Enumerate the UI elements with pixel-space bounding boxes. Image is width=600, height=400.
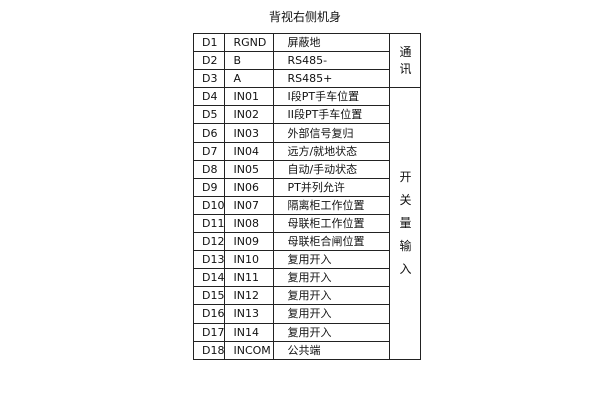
signal-description: I段PT手车位置 xyxy=(273,87,391,107)
terminal-id: D12 xyxy=(192,232,226,252)
terminal-table: D1 RGND 屏蔽地 通讯 D2 B RS485- D3 A RS485+ D4 IN01 I段PT手… xyxy=(192,32,422,360)
signal-description: 屏蔽地 xyxy=(273,32,391,53)
page-title: 背视右侧机身 xyxy=(268,10,341,24)
terminal-id: D9 xyxy=(192,177,226,197)
signal-description: 自动/手动状态 xyxy=(273,159,391,179)
signal-description: 复用开入 xyxy=(273,286,391,306)
terminal-id: D1 xyxy=(192,32,226,53)
table-row: D10 IN07 隔离柜工作位置 xyxy=(192,195,421,215)
table-row: D9 IN06 PT并列允许 xyxy=(192,177,421,197)
signal-description: 母联柜工作位置 xyxy=(273,213,391,234)
signal-code: IN13 xyxy=(224,304,275,324)
signal-code: RGND xyxy=(224,32,275,53)
table-row: D15 IN12 复用开入 xyxy=(192,286,421,306)
table-row: D1 RGND 屏蔽地 通讯 xyxy=(192,32,422,89)
table-row: D2 B RS485- xyxy=(192,51,421,71)
signal-code: IN11 xyxy=(224,268,275,288)
terminal-id: D4 xyxy=(192,87,226,107)
signal-code: A xyxy=(224,69,275,89)
terminal-id: D16 xyxy=(192,304,226,324)
signal-code: IN14 xyxy=(224,322,275,342)
terminal-id: D18 xyxy=(192,340,226,360)
terminal-id: D5 xyxy=(192,105,226,125)
signal-description: 母联柜合闸位置 xyxy=(273,232,391,252)
signal-code: IN12 xyxy=(224,286,275,306)
signal-code: IN04 xyxy=(224,141,275,161)
signal-description: 公共端 xyxy=(273,340,391,360)
terminal-id: D8 xyxy=(192,159,226,179)
signal-code: IN09 xyxy=(224,232,275,252)
table-row: D8 IN05 自动/手动状态 xyxy=(192,159,421,179)
signal-description: RS485+ xyxy=(273,69,391,89)
table-row: D13 IN10 复用开入 xyxy=(192,250,421,270)
table-row: D12 IN09 母联柜合闸位置 xyxy=(192,232,421,252)
signal-description: RS485- xyxy=(273,51,391,71)
signal-code: B xyxy=(224,51,275,71)
signal-description: 复用开入 xyxy=(273,250,391,270)
table-row: D4 IN01 I段PT手车位置开关量输入 xyxy=(192,87,422,360)
signal-description: II段PT手车位置 xyxy=(273,105,391,125)
table-row: D17 IN14 复用开入 xyxy=(192,322,421,342)
terminal-id: D11 xyxy=(192,213,226,234)
table-row: D14 IN11 复用开入 xyxy=(192,268,421,288)
terminal-id: D17 xyxy=(192,322,226,342)
signal-code: IN01 xyxy=(224,87,275,107)
signal-description: PT并列允许 xyxy=(273,177,391,197)
table-row: D3 A RS485+ xyxy=(192,69,421,89)
table-row: D11 IN08 母联柜工作位置 xyxy=(192,213,421,234)
terminal-id: D15 xyxy=(192,286,226,306)
group-label: 通讯 xyxy=(389,32,422,89)
terminal-id: D14 xyxy=(192,268,226,288)
terminal-id: D7 xyxy=(192,141,226,161)
group-label: 开关量输入 xyxy=(389,87,422,360)
terminal-id: D2 xyxy=(192,51,226,71)
signal-description: 远方/就地状态 xyxy=(273,141,391,161)
signal-code: IN03 xyxy=(224,123,275,143)
signal-description: 复用开入 xyxy=(273,304,391,324)
signal-description: 隔离柜工作位置 xyxy=(273,195,391,215)
signal-code: IN06 xyxy=(224,177,275,197)
terminal-id: D13 xyxy=(192,250,226,270)
terminal-id: D10 xyxy=(192,195,226,215)
signal-code: IN02 xyxy=(224,105,275,125)
terminal-id: D3 xyxy=(192,69,226,89)
table-row: D18 INCOM 公共端 xyxy=(192,340,421,360)
signal-code: IN07 xyxy=(224,195,275,215)
group-label-text: 通讯 xyxy=(399,44,412,76)
table-row: D16 IN13 复用开入 xyxy=(192,304,421,324)
signal-code: INCOM xyxy=(224,340,275,360)
signal-description: 复用开入 xyxy=(273,268,391,288)
table-row: D7 IN04 远方/就地状态 xyxy=(192,141,421,161)
table-row: D6 IN03 外部信号复归 xyxy=(192,123,421,143)
signal-code: IN10 xyxy=(224,250,275,270)
signal-description: 复用开入 xyxy=(273,322,391,342)
table-row: D5 IN02 II段PT手车位置 xyxy=(192,105,421,125)
signal-code: IN08 xyxy=(224,213,275,234)
terminal-id: D6 xyxy=(192,123,226,143)
signal-code: IN05 xyxy=(224,159,275,179)
group-label-text: 开关量输入 xyxy=(399,169,412,276)
signal-description: 外部信号复归 xyxy=(273,123,391,143)
